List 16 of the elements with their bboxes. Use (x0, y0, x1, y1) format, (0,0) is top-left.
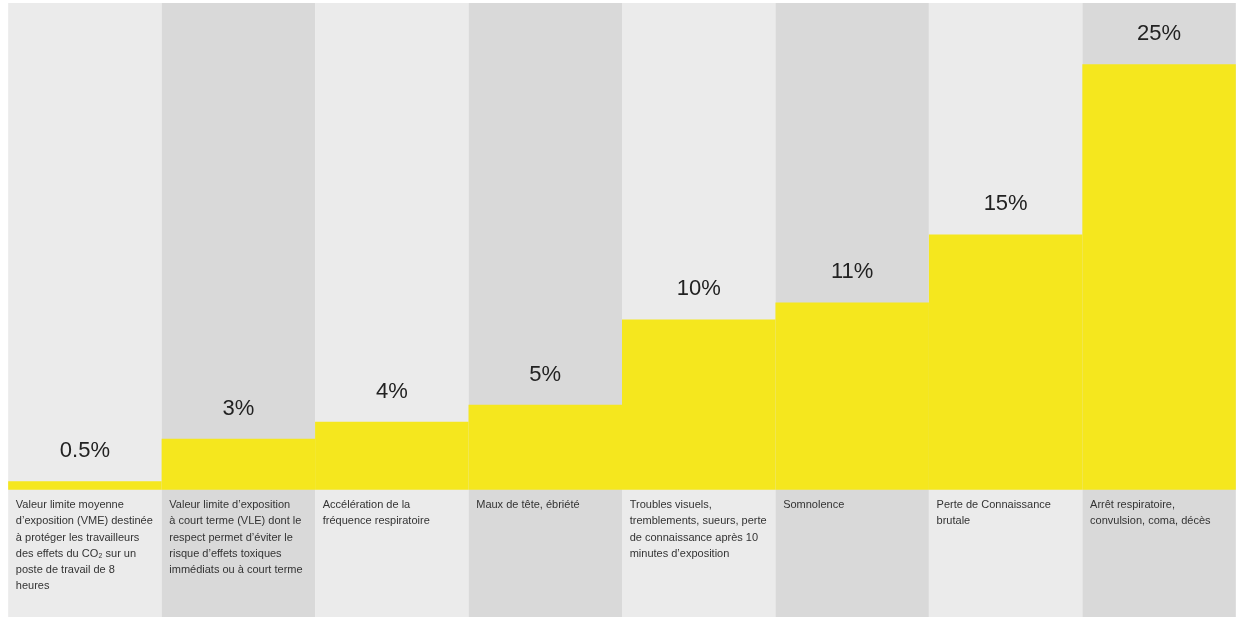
x-tick-label: Troubles visuels, tremblements, sueurs, perte de connaissance après 10 minutes d’exposition (629, 498, 767, 559)
x-tick-label: Valeur limite moyenne d’exposition (VME) destinée à protéger les travailleurs des effets du CO₂ sur un poste de travail de 8 heures (15, 498, 153, 592)
data-label: 15% (983, 190, 1028, 216)
data-label: 4% (375, 377, 408, 403)
x-tick-label: Somnolence (783, 498, 845, 511)
data-label: 11% (830, 258, 874, 284)
data-label: 0.5% (59, 437, 110, 463)
x-tick-label: Arrêt respiratoire, convulsion, coma, décès (1090, 498, 1211, 527)
data-label: 10% (676, 275, 721, 301)
x-tick-label: Maux de tête, ébriété (476, 498, 580, 511)
data-label: 5% (529, 360, 562, 386)
x-tick-label: Valeur limite d’exposition à court terme (VLE) dont le respect permet d’éviter le risque d’effets toxiques immédiats ou à court terme (169, 498, 303, 576)
x-tick-label: Perte de Connaissance brutale (936, 498, 1051, 527)
data-label: 25% (1137, 20, 1182, 46)
x-tick-label: Accélération de la fréquence respiratoire (322, 498, 430, 527)
data-label: 3% (222, 394, 255, 420)
